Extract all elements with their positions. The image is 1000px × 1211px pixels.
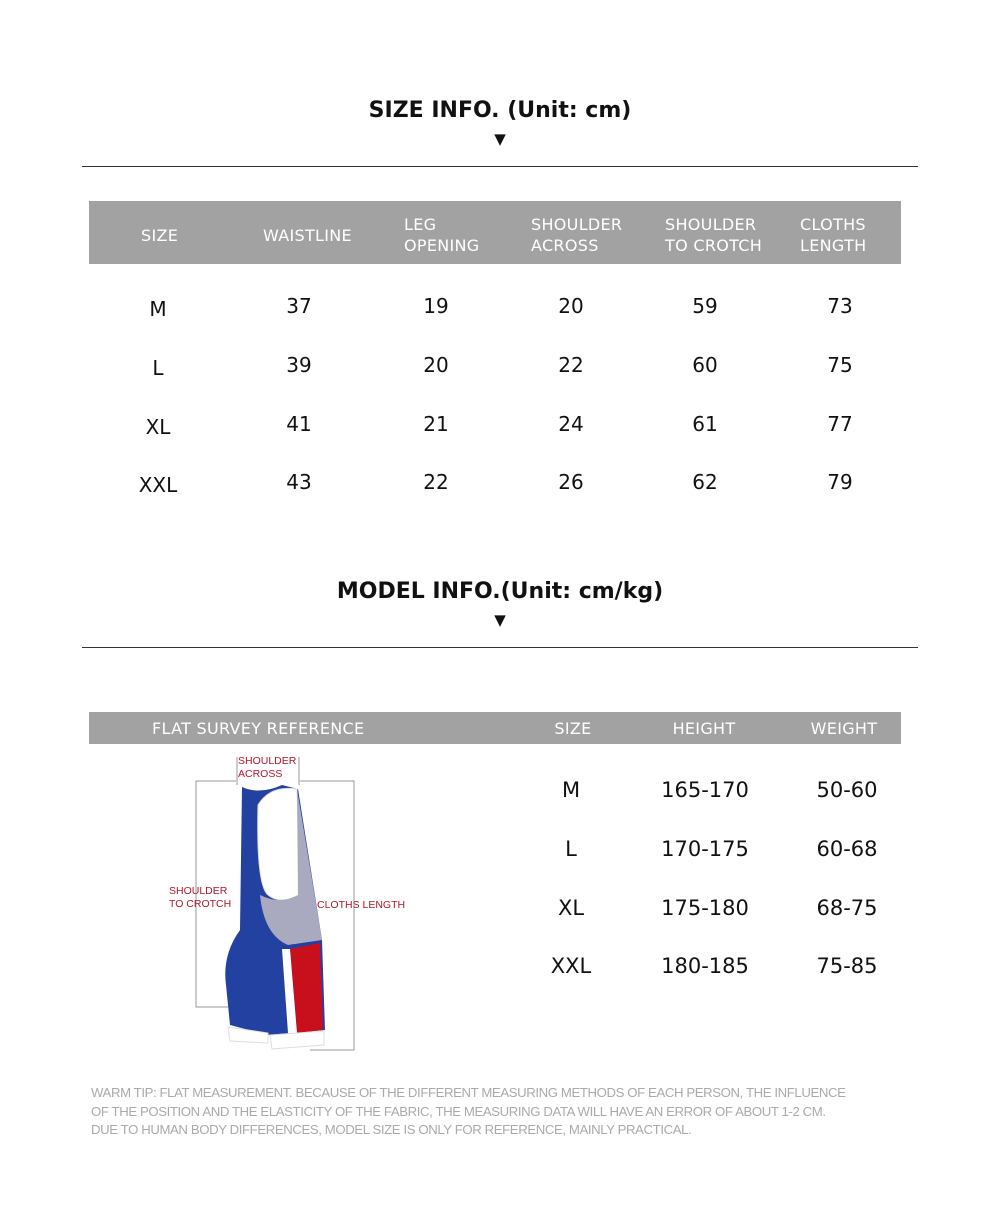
size-table-header-cell: LEG OPENING bbox=[404, 215, 480, 255]
size-table-cell: 73 bbox=[827, 294, 853, 318]
model-table-cell: 175-180 bbox=[661, 896, 749, 920]
model-table-cell: 165-170 bbox=[661, 778, 749, 802]
down-arrow-icon: ▼ bbox=[494, 611, 506, 629]
shoulder-to-crotch-bracket bbox=[195, 780, 236, 1008]
model-info-title: MODEL INFO.(Unit: cm/kg) bbox=[336, 579, 664, 604]
size-table-cell: L bbox=[152, 356, 164, 380]
size-table-cell: 75 bbox=[827, 353, 853, 377]
model-table-cell: M bbox=[561, 778, 581, 802]
size-table-cell: 20 bbox=[423, 353, 449, 377]
down-arrow-icon: ▼ bbox=[494, 130, 506, 148]
size-table-cell: 24 bbox=[558, 412, 584, 436]
model-table-header-cell: HEIGHT bbox=[672, 719, 736, 738]
size-table-cell: XL bbox=[145, 415, 171, 439]
size-table-header-cell: SHOULDER ACROSS bbox=[531, 215, 623, 255]
divider bbox=[82, 166, 918, 167]
model-table-cell: 50-60 bbox=[816, 778, 878, 802]
garment-leg-cuffs bbox=[227, 1026, 325, 1050]
size-table-cell: 26 bbox=[558, 470, 584, 494]
model-table-cell: L bbox=[565, 837, 577, 861]
size-table-header-cell: SIZE bbox=[141, 226, 179, 245]
model-table-header-cell: FLAT SURVEY REFERENCE bbox=[152, 719, 365, 738]
size-table-cell: 22 bbox=[423, 470, 449, 494]
warm-tip-line: OF THE POSITION AND THE ELASTICITY OF TH… bbox=[91, 1103, 826, 1119]
size-table-header-cell: WAISTLINE bbox=[263, 226, 352, 245]
garment-red-stripe bbox=[290, 943, 323, 1033]
label-shoulder-to-crotch: SHOULDER TO CROTCH bbox=[169, 885, 232, 910]
size-table-cell: 41 bbox=[286, 412, 312, 436]
size-table-cell: 20 bbox=[558, 294, 584, 318]
size-table-cell: 59 bbox=[692, 294, 718, 318]
label-cloths-length: CLOTHS LENGTH bbox=[317, 899, 406, 911]
size-table-cell: 21 bbox=[423, 412, 449, 436]
size-table-cell: XXL bbox=[138, 473, 178, 497]
divider bbox=[82, 647, 918, 648]
garment-white-stripe bbox=[282, 949, 297, 1033]
size-table-cell: 43 bbox=[286, 470, 312, 494]
warm-tip-line: WARM TIP: FLAT MEASUREMENT. BECAUSE OF T… bbox=[91, 1085, 846, 1100]
size-table-cell: 22 bbox=[558, 353, 584, 377]
size-table-cell: 79 bbox=[827, 470, 853, 494]
warm-tip-line: DUE TO HUMAN BODY DIFFERENCES, MODEL SIZ… bbox=[91, 1122, 692, 1137]
size-table-header bbox=[89, 201, 901, 264]
warm-tip: WARM TIP: FLAT MEASUREMENT. BECAUSE OF T… bbox=[91, 1084, 931, 1140]
size-table-header-cell: SHOULDER TO CROTCH bbox=[665, 215, 763, 255]
cloths-length-bracket bbox=[300, 780, 355, 1051]
model-table-cell: 68-75 bbox=[816, 896, 878, 920]
garment-armhole bbox=[257, 787, 301, 901]
size-table-cell: 77 bbox=[827, 412, 853, 436]
size-table-cell: 39 bbox=[286, 353, 312, 377]
model-table-cell: 170-175 bbox=[661, 837, 749, 861]
model-table-header-cell: WEIGHT bbox=[810, 719, 878, 738]
size-table-cell: 60 bbox=[692, 353, 718, 377]
label-shoulder-across: SHOULDER ACROSS bbox=[238, 755, 297, 780]
garment-gray-panel bbox=[260, 789, 322, 945]
size-table-cell: M bbox=[149, 297, 167, 321]
model-table-cell: XL bbox=[557, 896, 585, 920]
model-table-header-cell: SIZE bbox=[554, 719, 592, 738]
size-table-cell: 19 bbox=[423, 294, 449, 318]
size-table-cell: 61 bbox=[692, 412, 718, 436]
model-table-cell: 180-185 bbox=[661, 954, 749, 978]
size-table-cell: 62 bbox=[692, 470, 718, 494]
size-info-title: SIZE INFO. (Unit: cm) bbox=[368, 98, 632, 123]
model-table-cell: XXL bbox=[550, 954, 592, 978]
bib-shorts-illustration bbox=[195, 757, 355, 1051]
model-table-header bbox=[89, 712, 901, 744]
size-table-header-cell: CLOTHS LENGTH bbox=[800, 215, 867, 255]
model-table-cell: 75-85 bbox=[816, 954, 878, 978]
model-table-cell: 60-68 bbox=[816, 837, 878, 861]
size-table-cell: 37 bbox=[286, 294, 312, 318]
